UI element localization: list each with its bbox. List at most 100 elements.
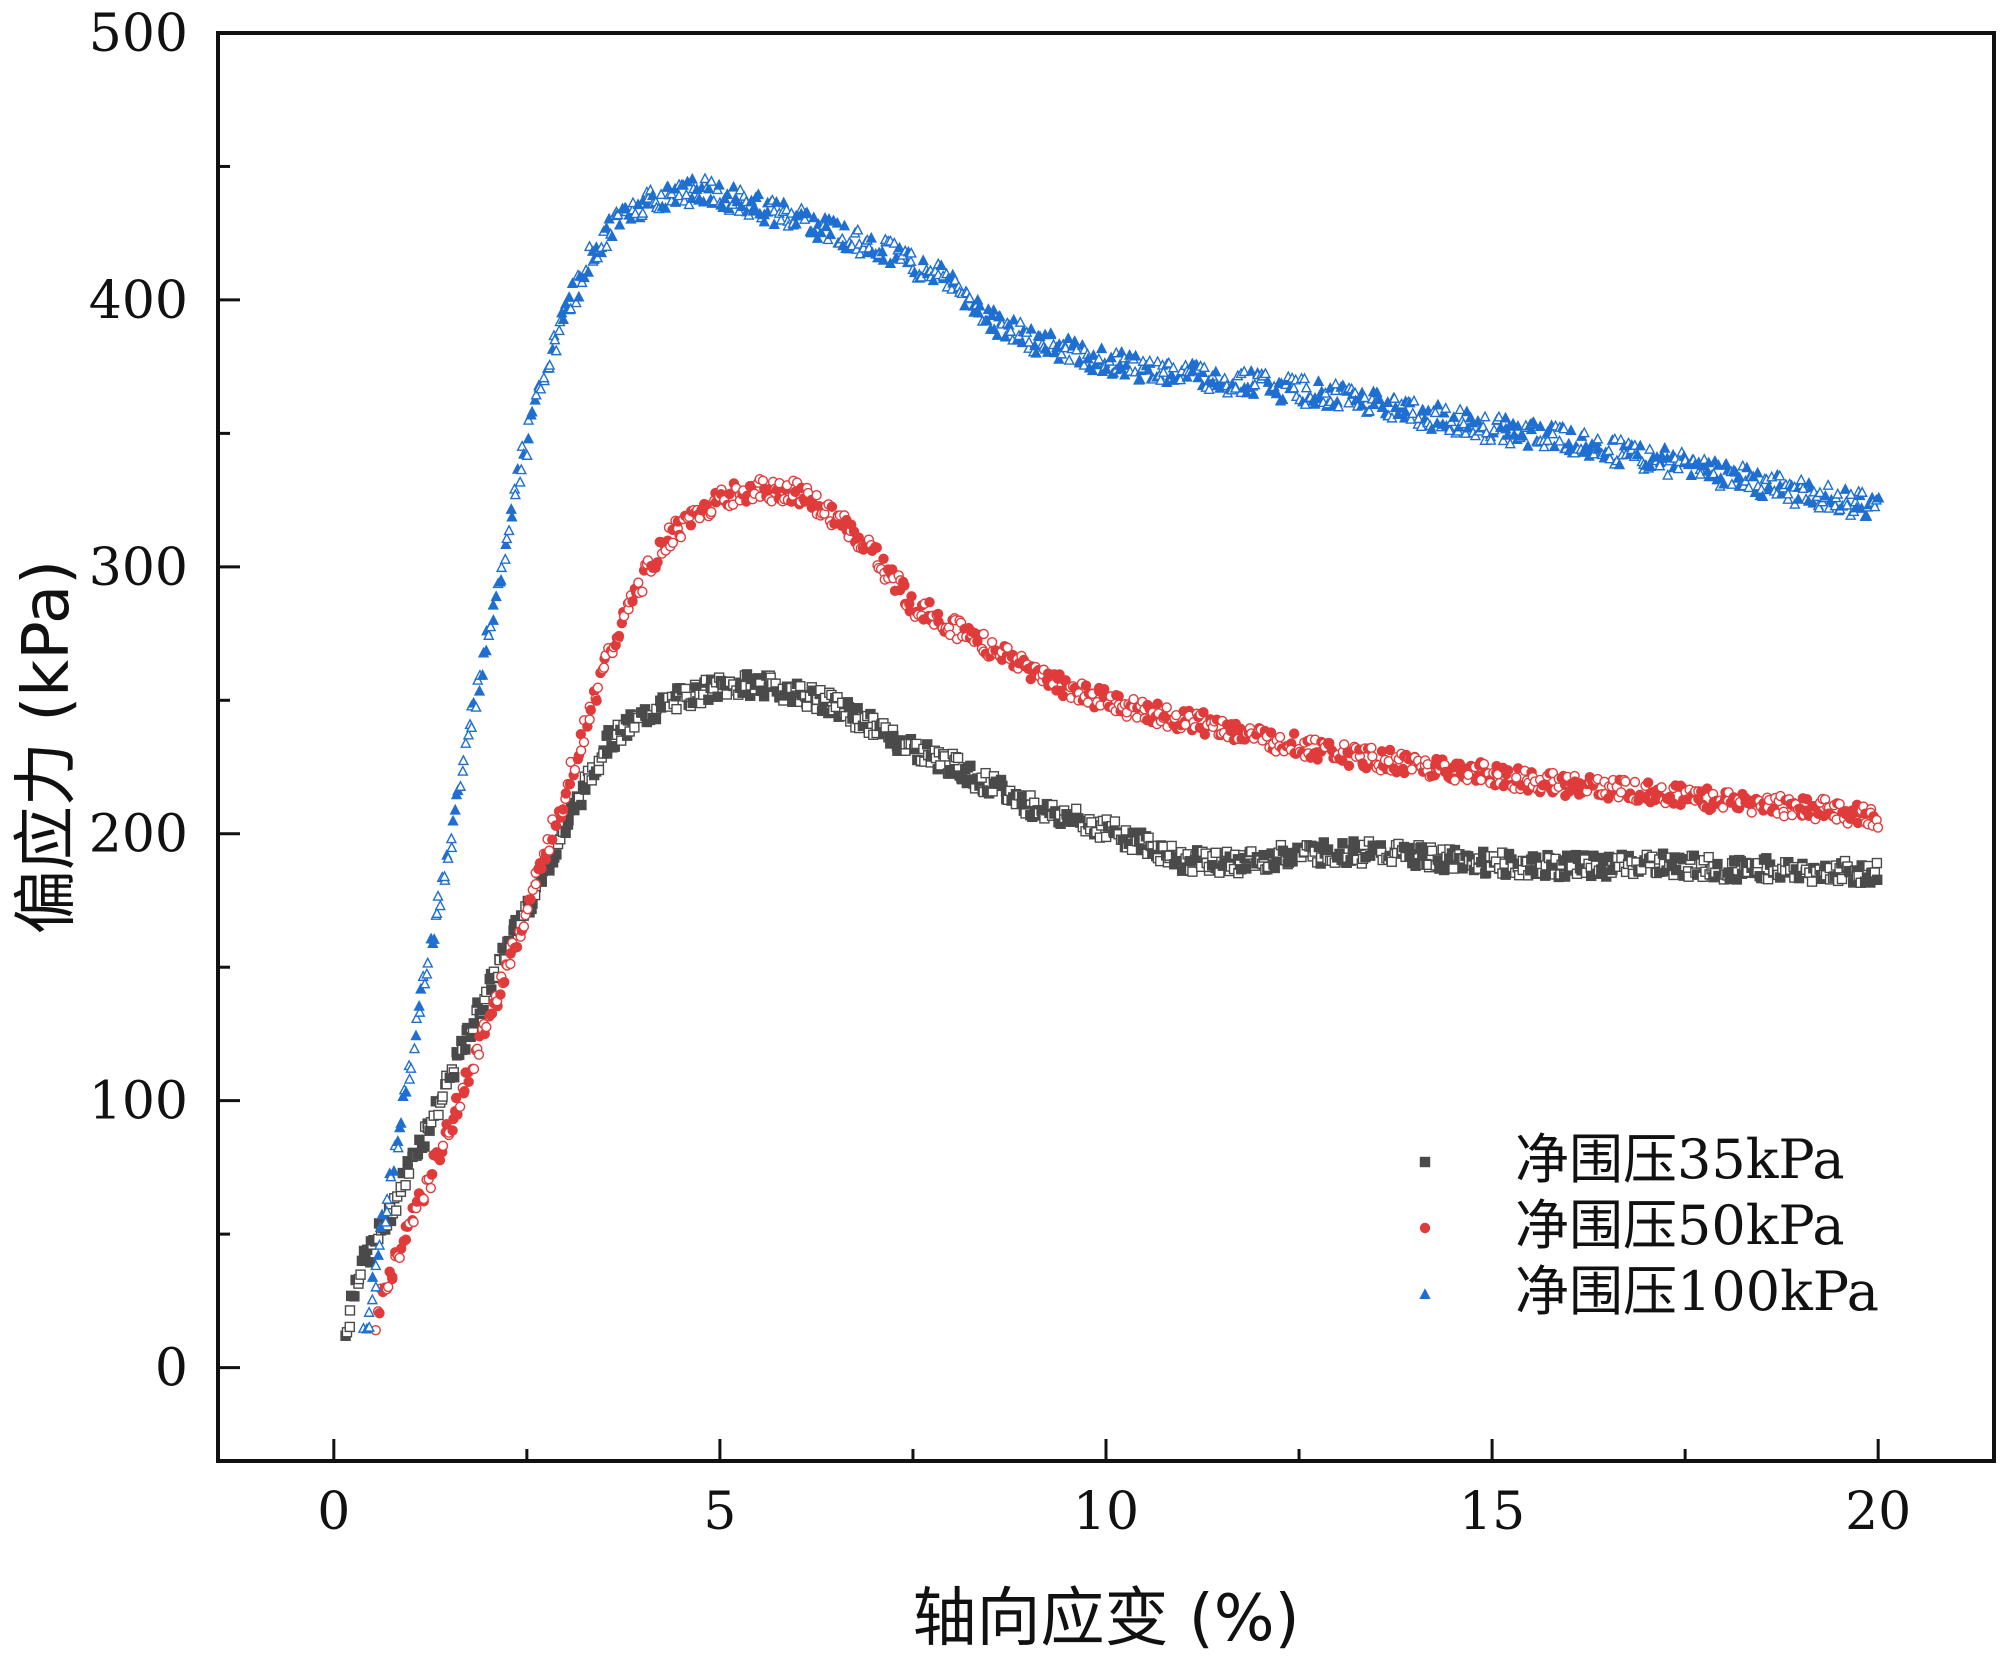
data-point xyxy=(585,704,596,716)
data-point xyxy=(521,449,533,460)
data-point xyxy=(683,198,695,210)
data-point xyxy=(876,245,888,257)
data-point xyxy=(1134,373,1146,385)
data-point xyxy=(1270,387,1282,399)
data-point xyxy=(685,520,697,531)
data-point xyxy=(905,255,917,266)
data-point xyxy=(1741,461,1753,473)
data-point xyxy=(1694,468,1707,479)
data-point xyxy=(959,299,971,311)
data-point xyxy=(431,907,443,919)
data-point xyxy=(1337,838,1348,849)
data-point xyxy=(1448,411,1460,422)
data-point xyxy=(629,207,641,219)
data-point xyxy=(609,741,620,752)
plot-layer xyxy=(340,172,1885,1341)
data-point xyxy=(824,228,837,240)
data-point xyxy=(1277,393,1289,405)
data-point xyxy=(1463,769,1474,781)
data-point xyxy=(1497,434,1509,446)
data-point xyxy=(501,532,513,544)
data-point xyxy=(1872,822,1884,833)
data-point xyxy=(965,760,976,772)
data-point xyxy=(1792,492,1804,504)
legend-marker xyxy=(1419,1288,1431,1299)
data-point xyxy=(499,553,511,564)
data-point xyxy=(1151,355,1164,367)
data-point xyxy=(1042,346,1054,357)
data-point xyxy=(593,764,605,776)
data-point xyxy=(686,172,698,184)
data-point xyxy=(592,682,604,693)
data-point xyxy=(1869,500,1881,512)
data-point xyxy=(667,537,679,548)
data-point xyxy=(450,1092,462,1104)
data-point xyxy=(591,251,604,263)
data-point xyxy=(1872,874,1883,885)
data-point xyxy=(394,1252,405,1264)
data-point xyxy=(1356,399,1368,410)
data-point xyxy=(557,313,569,325)
data-point xyxy=(1407,407,1419,418)
data-point xyxy=(506,510,518,522)
data-point xyxy=(811,490,822,501)
data-point xyxy=(595,246,608,258)
data-point xyxy=(1142,363,1154,375)
data-point xyxy=(1023,335,1035,347)
data-point xyxy=(382,1281,394,1293)
data-point xyxy=(408,1042,421,1054)
data-point xyxy=(514,475,526,487)
data-point xyxy=(1196,366,1209,378)
data-point xyxy=(1806,876,1818,887)
data-point xyxy=(388,1164,400,1176)
data-point xyxy=(428,933,440,944)
data-point xyxy=(1620,776,1631,787)
data-point xyxy=(1644,460,1656,472)
data-point xyxy=(991,329,1003,340)
data-point xyxy=(1656,782,1667,793)
data-point xyxy=(927,274,939,286)
data-point xyxy=(437,1140,449,1152)
data-point xyxy=(1005,325,1017,336)
data-point xyxy=(932,608,944,620)
data-point xyxy=(1055,347,1068,359)
data-point xyxy=(549,333,561,345)
data-point xyxy=(500,538,512,550)
data-point xyxy=(1731,874,1743,885)
data-point xyxy=(752,188,765,200)
data-point xyxy=(627,596,638,607)
data-point xyxy=(846,239,858,251)
data-point xyxy=(888,237,900,248)
data-point xyxy=(973,299,986,311)
data-point xyxy=(386,1271,398,1283)
data-point xyxy=(1155,374,1167,385)
data-point xyxy=(446,841,458,853)
data-point xyxy=(1248,388,1260,399)
data-point xyxy=(449,803,461,815)
data-point xyxy=(481,1021,492,1033)
data-point xyxy=(1157,366,1170,377)
data-point xyxy=(1384,744,1396,756)
data-point xyxy=(1144,354,1156,366)
data-point xyxy=(598,662,610,673)
data-point xyxy=(1120,359,1132,370)
data-point xyxy=(454,1101,466,1112)
data-point xyxy=(981,314,993,326)
data-point xyxy=(526,405,538,417)
data-point xyxy=(1410,860,1421,871)
data-point xyxy=(578,271,590,282)
data-point xyxy=(1631,448,1644,460)
data-point xyxy=(459,1086,470,1097)
data-point xyxy=(1751,466,1764,478)
data-point xyxy=(1604,452,1616,464)
data-point xyxy=(447,1125,458,1136)
data-point xyxy=(516,440,528,451)
data-point xyxy=(1322,844,1334,855)
data-point xyxy=(445,832,458,844)
data-point xyxy=(363,1321,375,1332)
data-point xyxy=(655,188,667,199)
data-point xyxy=(1718,477,1730,489)
data-point xyxy=(550,820,562,832)
data-point xyxy=(801,206,813,218)
